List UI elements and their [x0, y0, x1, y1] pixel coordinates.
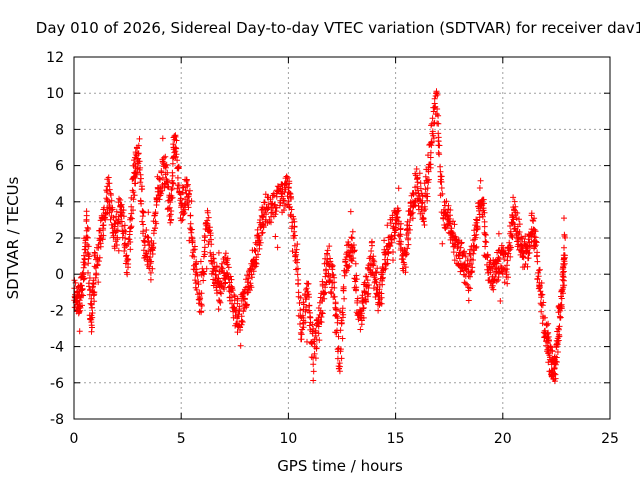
y-tick-label: 6 [55, 159, 64, 175]
x-axis-label: GPS time / hours [277, 457, 403, 475]
x-tick-label: 20 [494, 431, 512, 447]
x-tick-label: 10 [279, 431, 297, 447]
tick-labels: 0 5 10 15 20 25 -8 -6 -4 -2 0 2 4 6 8 10 12 [46, 50, 619, 447]
sdtvar-series-markers [71, 88, 569, 385]
x-tick-label: 15 [387, 431, 405, 447]
y-tick-label: -2 [50, 303, 64, 319]
x-tick-label: 5 [177, 431, 186, 447]
y-tick-label: -4 [50, 340, 64, 356]
y-tick-label: 2 [55, 231, 64, 247]
y-tick-label: 8 [55, 122, 64, 138]
x-tick-label: 0 [70, 431, 79, 447]
y-tick-label: 12 [46, 50, 64, 66]
y-tick-label: 0 [55, 267, 64, 283]
y-axis-label: SDTVAR / TECUs [4, 176, 22, 299]
y-tick-label: -6 [50, 376, 64, 392]
x-tick-label: 25 [601, 431, 619, 447]
y-tick-label: 10 [46, 86, 64, 102]
y-tick-label: 4 [55, 195, 64, 211]
chart-title: Day 010 of 2026, Sidereal Day-to-day VTE… [36, 19, 640, 37]
y-tick-label: -8 [50, 412, 64, 428]
data-points [71, 88, 569, 385]
plot-frame [73, 56, 611, 420]
